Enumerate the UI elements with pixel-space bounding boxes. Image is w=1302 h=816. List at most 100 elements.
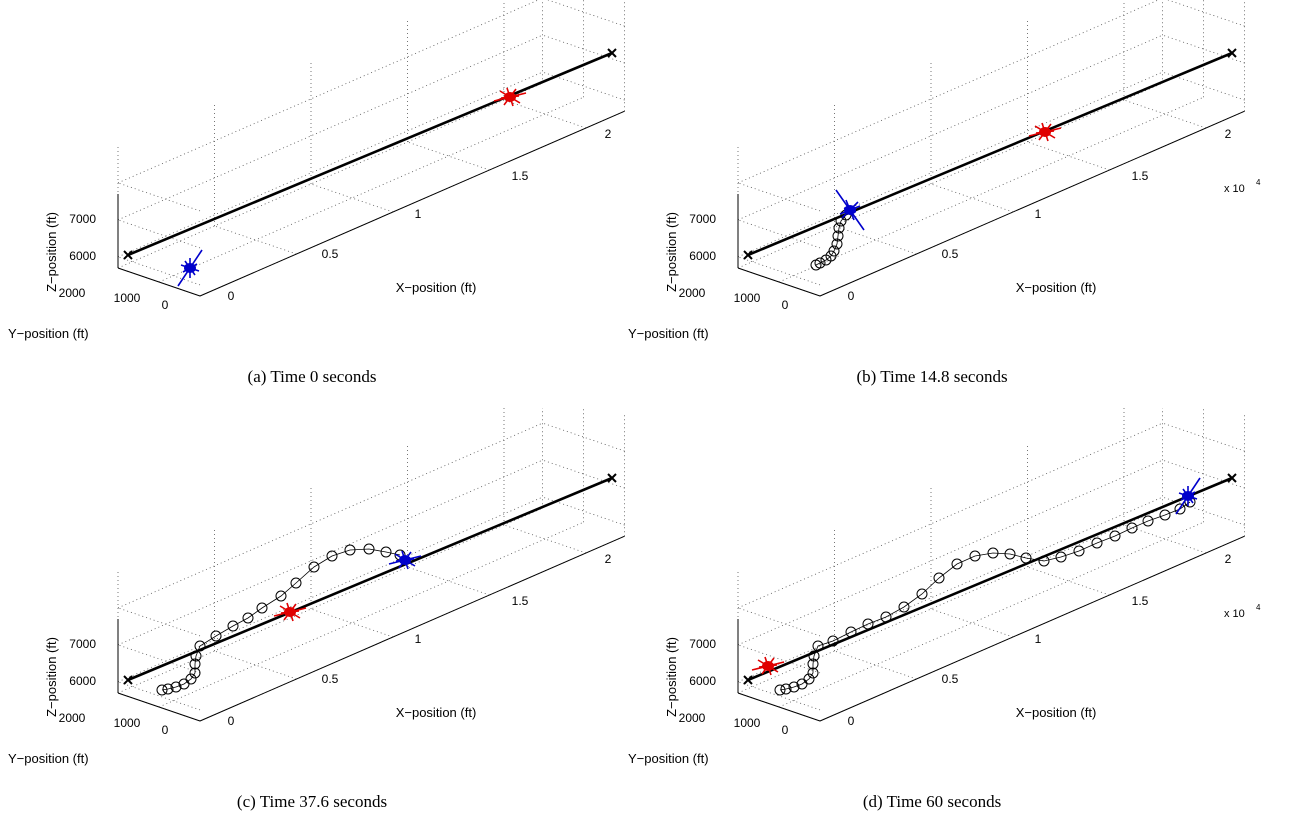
trajectory-point — [803, 673, 815, 685]
grid-line — [737, 644, 821, 674]
grid-line — [117, 34, 543, 221]
trajectory-point — [933, 572, 945, 584]
x-tick-label: 0 — [848, 289, 855, 303]
x-tick-label: 0.5 — [942, 247, 959, 261]
trajectory-point — [828, 245, 840, 257]
x-axis — [199, 110, 625, 297]
z-tick-label: 7000 — [689, 637, 716, 651]
trajectory-point — [1055, 551, 1067, 563]
trajectory-point — [1174, 503, 1186, 515]
waypoint-marker — [123, 250, 133, 260]
trajectory-point — [812, 640, 824, 652]
grid-line — [834, 225, 917, 255]
grid-line — [117, 0, 540, 184]
trajectory-point — [1038, 555, 1050, 567]
x-tick-label: 0 — [228, 289, 235, 303]
panel: 0 0.5 1 1.5 2 2000 1000 0 6000 7000 X−position (ft… — [628, 408, 1261, 811]
x-axis — [199, 535, 625, 722]
grid-line — [542, 34, 625, 64]
grid-line — [117, 644, 201, 674]
x-tick-label: 0 — [228, 714, 235, 728]
grid-line — [737, 219, 821, 249]
grid-line — [407, 566, 490, 596]
x-multiplier-exponent: 4 — [1256, 178, 1261, 187]
x-tick-label: 0.5 — [942, 672, 959, 686]
grid-line — [117, 422, 543, 609]
trajectory-point — [194, 640, 206, 652]
trajectory-point — [969, 550, 981, 562]
trajectory-point — [951, 558, 963, 570]
trajectory-point — [808, 650, 820, 662]
grid-line — [737, 71, 1163, 258]
grid-line — [158, 521, 584, 708]
aircraft-body — [504, 92, 516, 102]
y-axis — [737, 267, 821, 297]
grid-line — [117, 71, 543, 258]
trajectory — [815, 214, 847, 266]
grid-line — [1123, 524, 1207, 554]
y-tick-label: 1000 — [114, 716, 141, 730]
grid-line — [117, 607, 201, 637]
grid-line — [542, 422, 625, 452]
x-axis-label: X−position (ft) — [1016, 280, 1097, 295]
y-tick-label: 0 — [782, 298, 789, 312]
grid-line — [117, 182, 201, 212]
caption: (b) Time 14.8 seconds — [856, 367, 1007, 386]
trajectory-point — [1091, 537, 1103, 549]
waypoint-marker — [743, 250, 753, 260]
trajectory-point — [162, 683, 174, 695]
grid-line — [1162, 459, 1245, 489]
grid-line — [117, 496, 543, 683]
trajectory-point — [380, 546, 392, 558]
grid-line — [737, 459, 1163, 646]
z-axis-label: Z−position (ft) — [664, 212, 679, 292]
trajectory-point — [807, 658, 819, 670]
z-tick-label: 6000 — [69, 674, 96, 688]
grid-line — [117, 219, 201, 249]
caption: (a) Time 0 seconds — [248, 367, 377, 386]
panel: 0 0.5 1 1.5 2 2000 1000 0 6000 7000 X−position (ft… — [628, 0, 1261, 386]
grid-line — [214, 225, 297, 255]
trajectory-point — [190, 650, 202, 662]
y-tick-label: 2000 — [59, 711, 86, 725]
grid-line — [310, 608, 394, 638]
aircraft-body — [1039, 127, 1051, 137]
y-axis — [117, 692, 201, 722]
trajectory-point — [227, 620, 239, 632]
reference-path — [127, 51, 613, 257]
grid-line — [1162, 34, 1245, 64]
z-tick-label: 6000 — [689, 674, 716, 688]
aircraft-body — [844, 205, 856, 215]
trajectory-point — [1073, 545, 1085, 557]
grid-line — [1027, 141, 1110, 171]
y-tick-label: 0 — [782, 723, 789, 737]
panel-plot — [117, 0, 625, 297]
trajectory-point — [780, 683, 792, 695]
x-tick-label: 2 — [1225, 552, 1232, 566]
trajectory-point — [898, 601, 910, 613]
grid-line — [737, 422, 1163, 609]
trajectory-point — [170, 681, 182, 693]
trajectory-point — [363, 543, 375, 555]
z-tick-label: 7000 — [69, 637, 96, 651]
x-axis — [819, 110, 1245, 297]
grid-line — [1166, 0, 1245, 27]
trajectory-point — [845, 626, 857, 638]
z-tick-label: 7000 — [69, 212, 96, 226]
grid-line — [117, 459, 543, 646]
grid-line — [1027, 566, 1110, 596]
z-tick-label: 6000 — [69, 249, 96, 263]
grid-line — [117, 82, 543, 269]
y-tick-label: 0 — [162, 723, 169, 737]
grid-line — [737, 182, 821, 212]
panel-plot — [117, 408, 625, 722]
grid-line — [117, 681, 201, 711]
trajectory-point — [916, 588, 928, 600]
trajectory-point — [987, 547, 999, 559]
trajectory-point — [807, 667, 819, 679]
y-tick-label: 1000 — [734, 291, 761, 305]
grid-line — [117, 507, 543, 694]
z-tick-label: 7000 — [689, 212, 716, 226]
z-tick-label: 6000 — [689, 249, 716, 263]
